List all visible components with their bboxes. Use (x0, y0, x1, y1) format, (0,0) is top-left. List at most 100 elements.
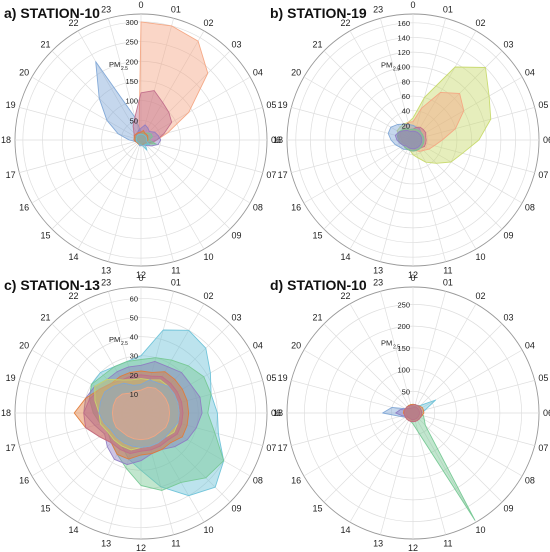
spoke-14 (349, 412, 414, 523)
hour-label-08: 08 (253, 203, 263, 213)
series-polygon-7 (135, 133, 150, 151)
spoke-08 (412, 139, 523, 204)
series-polygon-5 (83, 374, 184, 455)
spoke-19 (19, 380, 142, 414)
spoke-22 (77, 30, 142, 141)
radial-tick-50: 50 (130, 116, 138, 125)
spoke-13 (108, 139, 142, 262)
series-polygon-6 (403, 404, 423, 423)
hour-label-10: 10 (475, 525, 485, 535)
spoke-04 (412, 76, 523, 141)
hour-label-16: 16 (291, 476, 301, 486)
hour-label-06: 06 (271, 408, 281, 418)
radial-tick-100: 100 (397, 63, 410, 72)
series-polygon-5 (134, 131, 157, 145)
spoke-05 (412, 107, 535, 141)
hour-label-23: 23 (373, 278, 383, 288)
panel-title-d: d) STATION-10 (270, 277, 367, 293)
hour-label-15: 15 (40, 231, 50, 241)
radial-tick-60: 60 (402, 92, 410, 101)
spoke-07 (140, 412, 263, 446)
hour-label-02: 02 (203, 291, 213, 301)
hour-label-07: 07 (538, 170, 548, 180)
spoke-09 (412, 139, 503, 230)
radial-tick-40: 40 (130, 333, 138, 342)
radial-tick-140: 140 (397, 33, 410, 42)
hour-label-12: 12 (408, 543, 418, 552)
hour-label-01: 01 (443, 278, 453, 288)
panel-title-b: b) STATION-19 (270, 5, 367, 21)
spoke-20 (31, 76, 142, 141)
hour-label-10: 10 (203, 252, 213, 262)
spoke-03 (140, 50, 231, 141)
hour-label-08: 08 (525, 476, 535, 486)
spoke-22 (77, 303, 142, 414)
spoke-19 (291, 107, 414, 141)
panel-title-c: c) STATION-13 (4, 277, 100, 293)
hour-label-11: 11 (443, 538, 452, 548)
radial-tick-20: 20 (130, 371, 138, 380)
panel-station-10-a: a) STATION-10 0 01 02 03 04 05 06 07 08 09 10 11 12 1… (1, 0, 281, 280)
spoke-04 (412, 349, 523, 414)
panel-title-a: a) STATION-10 (4, 5, 100, 21)
spoke-09 (412, 412, 503, 503)
hour-label-23: 23 (101, 278, 111, 288)
spoke-01 (140, 291, 174, 414)
radial-tick-100: 100 (397, 366, 410, 375)
series-polygon-6 (394, 130, 423, 150)
hour-label-14: 14 (340, 525, 350, 535)
radial-tick-200: 200 (125, 57, 138, 66)
radial-tick-250: 250 (397, 300, 410, 309)
hour-label-09: 09 (503, 231, 513, 241)
hour-label-15: 15 (40, 504, 50, 514)
spoke-11 (140, 139, 174, 262)
spoke-15 (323, 139, 414, 230)
unit-label-subscript: 2.5 (121, 66, 128, 72)
spoke-16 (31, 412, 142, 477)
hour-label-18: 18 (273, 135, 283, 145)
hour-label-22: 22 (340, 291, 350, 301)
spoke-02 (412, 303, 477, 414)
radial-tick-20: 20 (402, 121, 410, 130)
unit-label-subscript: 2.5 (393, 345, 400, 351)
hour-label-05: 05 (266, 373, 276, 383)
hour-label-22: 22 (340, 18, 350, 28)
radial-tick-160: 160 (397, 19, 410, 28)
spoke-03 (412, 50, 503, 141)
spoke-14 (349, 139, 414, 250)
hour-label-22: 22 (68, 291, 78, 301)
hour-label-19: 19 (278, 100, 288, 110)
spoke-21 (51, 323, 142, 414)
hour-label-04: 04 (525, 68, 535, 78)
unit-label-pm25: PM (381, 339, 392, 348)
spoke-03 (140, 323, 231, 414)
panel-station-13-c: c) STATION-13 0 01 02 03 04 05 06 07 08 09 10 11 12 1… (1, 273, 281, 552)
hour-label-08: 08 (253, 476, 263, 486)
hour-label-02: 02 (203, 18, 213, 28)
spoke-02 (412, 30, 477, 141)
spoke-23 (108, 291, 142, 414)
spoke-21 (51, 50, 142, 141)
hour-label-06: 06 (543, 135, 550, 145)
hour-label-05: 05 (266, 100, 276, 110)
hour-label-14: 14 (340, 252, 350, 262)
radial-tick-80: 80 (402, 77, 410, 86)
spoke-08 (140, 412, 251, 477)
spoke-16 (31, 139, 142, 204)
hour-label-17: 17 (6, 443, 16, 453)
spoke-05 (140, 380, 263, 414)
hour-label-23: 23 (373, 5, 383, 15)
hour-label-13: 13 (373, 265, 383, 275)
radial-tick-100: 100 (125, 97, 138, 106)
spoke-13 (108, 412, 142, 535)
hour-label-07: 07 (266, 170, 276, 180)
spoke-08 (140, 139, 251, 204)
spoke-08 (412, 412, 523, 477)
spoke-13 (380, 412, 414, 535)
hour-label-10: 10 (203, 525, 213, 535)
hour-label-04: 04 (253, 68, 263, 78)
radial-tick-200: 200 (397, 322, 410, 331)
hour-label-04: 04 (525, 341, 535, 351)
unit-label-pm25: PM (109, 335, 120, 344)
spoke-17 (19, 412, 142, 446)
